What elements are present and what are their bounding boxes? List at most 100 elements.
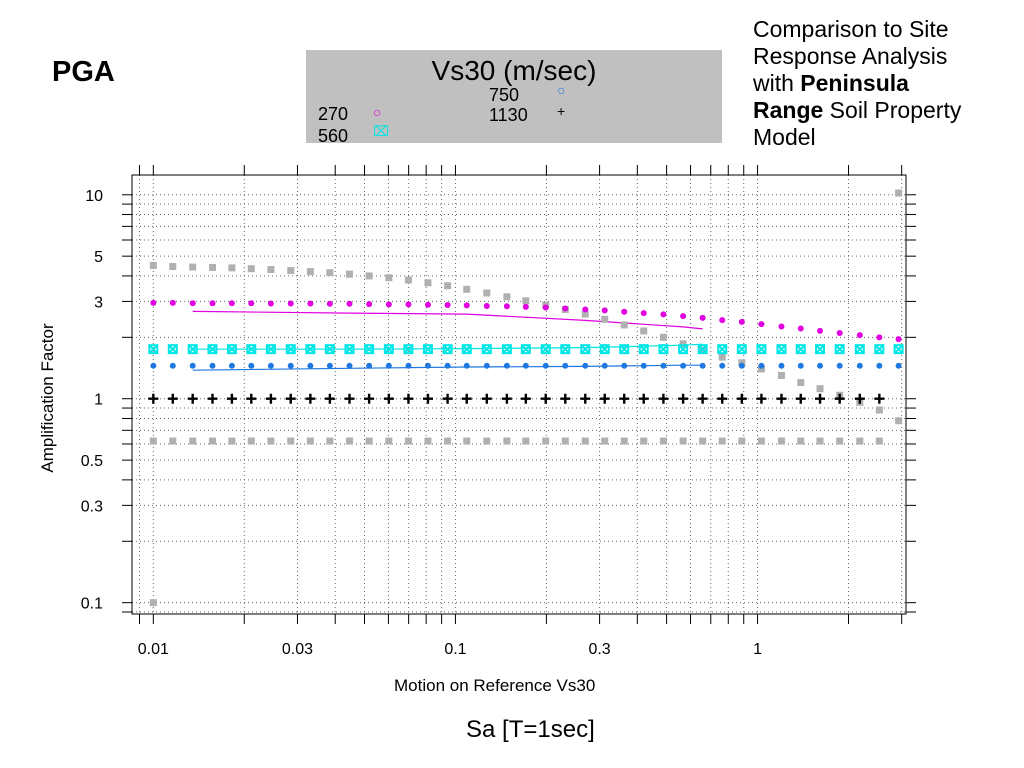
data-point-reference (797, 379, 805, 387)
marker-cross (266, 344, 276, 354)
data-point-reference (522, 297, 530, 305)
marker-box (815, 344, 826, 355)
marker-cross (482, 344, 492, 354)
side-note-line-5: Model (753, 124, 816, 150)
data-point-reference (816, 437, 824, 445)
data-point-reference (640, 327, 648, 335)
data-point-vs30-750 (385, 362, 392, 369)
data-point-vs30-750 (680, 362, 687, 369)
marker-box (893, 344, 904, 355)
data-point-vs30-270 (483, 302, 490, 309)
data-point-vs30-1130 (795, 393, 806, 404)
marker-box (834, 344, 845, 355)
data-point-reference (424, 279, 432, 287)
marker-box (776, 344, 787, 355)
data-point-reference (149, 599, 157, 607)
data-point-reference (169, 262, 177, 270)
data-point-reference (385, 437, 393, 445)
side-note-line-4-rest: Soil Property (823, 97, 962, 123)
marker-box (580, 344, 591, 355)
marker-cross (697, 344, 708, 354)
y-tick-label: 0.5 (81, 453, 103, 470)
data-point-reference (875, 437, 883, 445)
data-point-reference (209, 263, 217, 271)
marker-cross (893, 344, 904, 354)
data-point-vs30-560 (364, 344, 375, 355)
legend: Vs30 (m/sec) 270 ○ 560 ⌧ 750 ○ 1130 + (306, 50, 722, 146)
data-point-vs30-560 (580, 344, 591, 355)
axis-ticks: 0.01 0.03 0.1 0.3 1 0.1 0.3 0.5 1 3 5 10 (81, 165, 916, 658)
data-point-vs30-560 (422, 344, 433, 355)
data-point-reference (620, 321, 628, 329)
data-point-vs30-560 (756, 344, 767, 355)
marker-box (226, 344, 237, 355)
data-point-reference (189, 263, 197, 271)
data-point-reference (895, 417, 903, 425)
data-point-vs30-750 (856, 362, 863, 369)
data-point-vs30-270 (405, 301, 412, 308)
data-point-reference (247, 265, 255, 273)
x-tick-label: 0.3 (588, 641, 610, 658)
side-note-line-1: Comparison to Site (753, 16, 949, 42)
data-point-vs30-1130 (658, 393, 669, 404)
marker-cross (442, 344, 453, 354)
data-point-vs30-270 (228, 300, 235, 307)
data-point-vs30-270 (542, 304, 549, 311)
data-point-vs30-270 (444, 302, 451, 309)
data-point-vs30-750 (562, 362, 569, 369)
data-point-reference (836, 437, 844, 445)
marker-cross (502, 344, 512, 354)
data-point-reference (503, 437, 511, 445)
data-point-vs30-270 (895, 336, 902, 343)
data-point-vs30-270 (522, 303, 529, 310)
data-point-vs30-1130 (619, 393, 630, 404)
marker-cross (776, 344, 787, 354)
data-point-vs30-750 (601, 362, 608, 369)
marker-cross (756, 344, 767, 354)
marker-box (501, 344, 512, 355)
data-point-vs30-270 (856, 332, 863, 339)
data-point-vs30-750 (719, 362, 726, 369)
marker-cross (600, 344, 610, 354)
data-point-vs30-560 (658, 344, 669, 355)
data-point-vs30-750 (621, 362, 628, 369)
data-points (148, 189, 904, 607)
data-point-vs30-270 (503, 303, 510, 310)
data-point-vs30-270 (366, 301, 373, 308)
x-tick-label: 0.1 (444, 641, 466, 658)
data-point-vs30-1130 (717, 393, 728, 404)
data-point-reference (483, 437, 491, 445)
marker-cross (187, 344, 198, 354)
data-point-vs30-560 (285, 344, 296, 355)
data-point-reference (503, 293, 511, 301)
data-point-vs30-1130 (560, 393, 571, 404)
data-point-vs30-750 (169, 362, 176, 369)
data-point-vs30-560 (560, 344, 571, 355)
data-point-vs30-270 (817, 327, 824, 334)
data-point-vs30-1130 (207, 393, 218, 404)
marker-box (599, 344, 610, 355)
data-point-vs30-750 (444, 362, 451, 369)
data-point-vs30-1130 (403, 393, 414, 404)
data-point-vs30-750 (307, 362, 314, 369)
data-point-vs30-560 (874, 344, 885, 355)
data-point-vs30-750 (778, 362, 785, 369)
data-point-vs30-1130 (580, 393, 591, 404)
data-point-reference (463, 437, 471, 445)
data-point-vs30-1130 (520, 393, 531, 404)
data-point-vs30-270 (876, 334, 883, 341)
marker-cross (678, 344, 688, 354)
data-point-vs30-750 (248, 362, 255, 369)
data-point-vs30-560 (834, 344, 845, 355)
data-point-vs30-560 (481, 344, 492, 355)
data-point-reference (345, 270, 353, 278)
marker-cross (168, 344, 178, 354)
side-note-line-2: Response Analysis (753, 43, 948, 69)
data-point-reference (738, 437, 746, 445)
marker-cross (717, 344, 727, 354)
marker-cross (874, 344, 885, 354)
marker-box (285, 344, 296, 355)
data-point-reference (463, 285, 471, 293)
marker-box (461, 344, 472, 355)
